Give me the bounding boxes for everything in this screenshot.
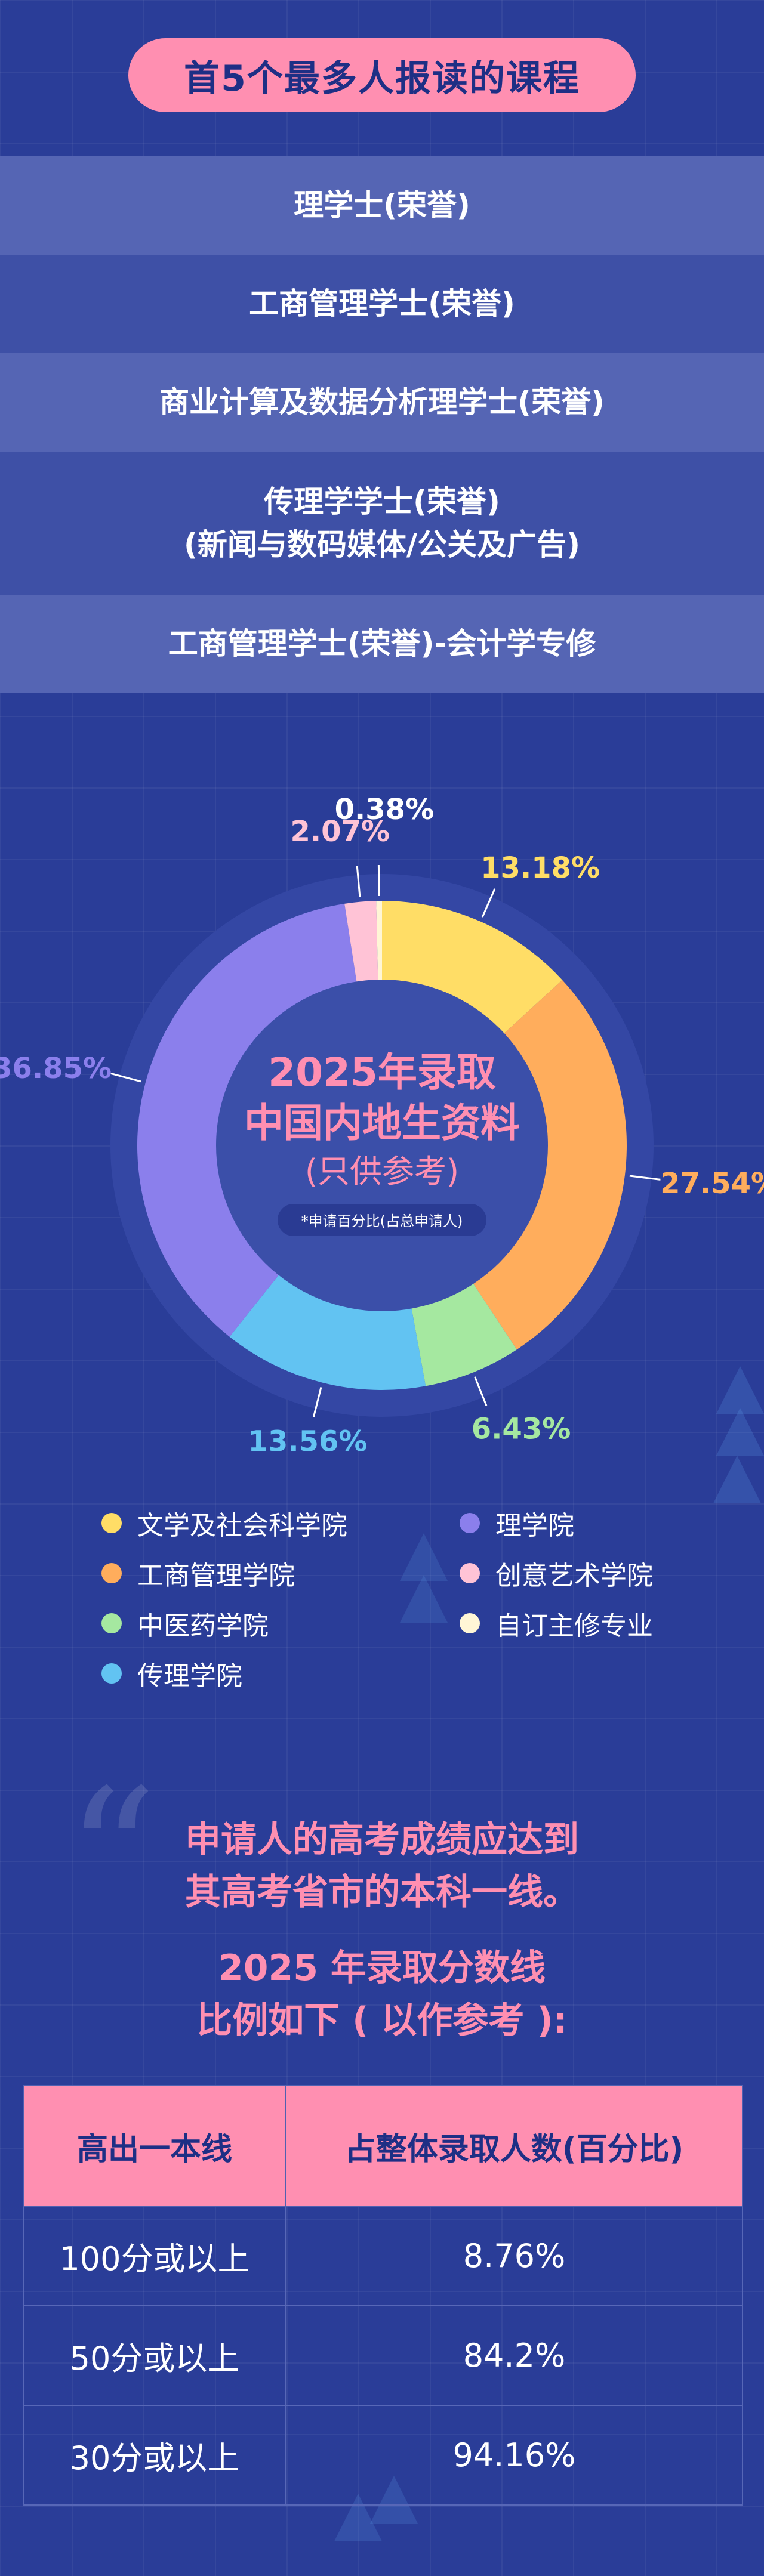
legend-label: 理学院 — [495, 1511, 574, 1541]
leader-line — [312, 1386, 322, 1418]
table-cell: 84.2% — [285, 2305, 743, 2406]
legend-label: 传理学院 — [137, 1661, 242, 1691]
leader-line — [377, 865, 380, 897]
course-item-5: 工商管理学士(荣誉)-会计学专修 — [0, 595, 764, 693]
table-cell: 8.76% — [285, 2206, 743, 2306]
leader-line — [110, 1073, 141, 1083]
legend-item: 工商管理学院 — [101, 1552, 295, 1594]
admission-table: 高出一本线 占整体录取人数(百分比) 100分或以上 8.76% 50分或以上 … — [23, 2085, 743, 2506]
center-title-line3: (只供参考) — [305, 1153, 459, 1190]
leader-line — [474, 1376, 488, 1406]
legend-item: 文学及社会科学院 — [101, 1502, 347, 1544]
course-line: (新闻与数码媒体/公关及广告) — [184, 527, 580, 562]
course-line: 工商管理学士(荣誉) — [249, 286, 515, 322]
table-row: 30分或以上 94.16% — [23, 2405, 743, 2506]
legend-item: 创意艺术学院 — [460, 1552, 653, 1594]
table-cell: 50分或以上 — [23, 2305, 286, 2406]
legend-item: 理学院 — [460, 1502, 574, 1544]
table-row: 100分或以上 8.76% — [23, 2206, 743, 2306]
donut-slice — [229, 1269, 426, 1390]
donut-svg: 2025年录取 中国内地生资料 (只供参考) *申请百分比(占总申请人) 13.… — [0, 793, 764, 1459]
table-header-cell: 高出一本线 — [23, 2085, 286, 2207]
course-item-4: 传理学学士(荣誉) (新闻与数码媒体/公关及广告) — [0, 452, 764, 595]
center-title-line1: 2025年录取 — [268, 1049, 496, 1095]
leader-line — [356, 866, 361, 897]
header-title: 首5个最多人报读的课程 — [128, 38, 636, 112]
course-line: 商业计算及数据分析理学士(荣誉) — [159, 385, 605, 420]
data-label: 2.07% — [290, 815, 390, 848]
leader-line — [481, 888, 496, 918]
quote-line-1: 申请人的高考成绩应达到 — [185, 1819, 579, 1861]
data-label: 13.56% — [248, 1425, 368, 1459]
table-cell: 30分或以上 — [23, 2405, 286, 2506]
legend-dot — [101, 1663, 122, 1684]
course-line: 工商管理学士(荣誉)-会计学专修 — [168, 626, 596, 662]
legend-dot — [460, 1613, 480, 1633]
admission-title-line-2: 比例如下 ( 以作参考 ): — [196, 2000, 568, 2041]
quote-mark-icon: “ — [66, 1751, 158, 1959]
legend-dot — [460, 1563, 480, 1583]
legend-label: 工商管理学院 — [137, 1561, 295, 1591]
quote-line-2: 其高考省市的本科一线。 — [185, 1871, 579, 1913]
center-title-line2: 中国内地生资料 — [244, 1100, 520, 1146]
donut-slice — [137, 903, 358, 1337]
leader-line — [629, 1175, 661, 1181]
table-cell: 100分或以上 — [23, 2206, 286, 2306]
donut-slice — [382, 901, 563, 1039]
center-note: *申请百分比(占总申请人) — [301, 1213, 463, 1230]
table-header-cell: 占整体录取人数(百分比) — [285, 2085, 743, 2207]
course-item-1: 理学士(荣誉) — [0, 156, 764, 255]
legend-dot — [101, 1563, 122, 1583]
course-line: 理学士(荣誉) — [294, 188, 470, 223]
admission-title-line-1: 2025 年录取分数线 — [218, 1947, 546, 1989]
donut-slice — [376, 901, 382, 988]
center-note-pill — [278, 1204, 486, 1236]
course-item-2: 工商管理学士(荣誉) — [0, 255, 764, 353]
legend-item: 自订主修专业 — [460, 1602, 653, 1644]
data-label: 27.54% — [660, 1167, 764, 1200]
data-label: 6.43% — [472, 1412, 571, 1445]
chart-legend: 文学及社会科学院 工商管理学院 中医药学院 传理学院 理学院 创意艺术学院 自订… — [0, 1491, 764, 1706]
donut-slice — [410, 1277, 517, 1386]
legend-item: 中医药学院 — [101, 1602, 269, 1644]
legend-label: 中医药学院 — [137, 1611, 269, 1641]
table-row: 50分或以上 84.2% — [23, 2305, 743, 2406]
legend-dot — [101, 1513, 122, 1533]
legend-label: 自订主修专业 — [495, 1611, 653, 1641]
legend-label: 文学及社会科学院 — [137, 1511, 347, 1541]
donut-slice — [469, 980, 627, 1350]
donut-slice — [344, 901, 378, 990]
course-line: 传理学学士(荣誉) — [264, 484, 500, 519]
table-cell: 94.16% — [285, 2405, 743, 2506]
legend-dot — [101, 1613, 122, 1633]
data-label: 36.85% — [0, 1052, 112, 1085]
data-label: 13.18% — [480, 851, 600, 885]
data-label: 0.38% — [335, 793, 435, 826]
table-header-row: 高出一本线 占整体录取人数(百分比) — [23, 2085, 743, 2207]
legend-dot — [460, 1513, 480, 1533]
legend-label: 创意艺术学院 — [495, 1561, 653, 1591]
course-item-3: 商业计算及数据分析理学士(荣誉) — [0, 353, 764, 452]
donut-chart: 2025年录取 中国内地生资料 (只供参考) *申请百分比(占总申请人) 13.… — [0, 752, 764, 1515]
legend-item: 传理学院 — [101, 1653, 242, 1694]
